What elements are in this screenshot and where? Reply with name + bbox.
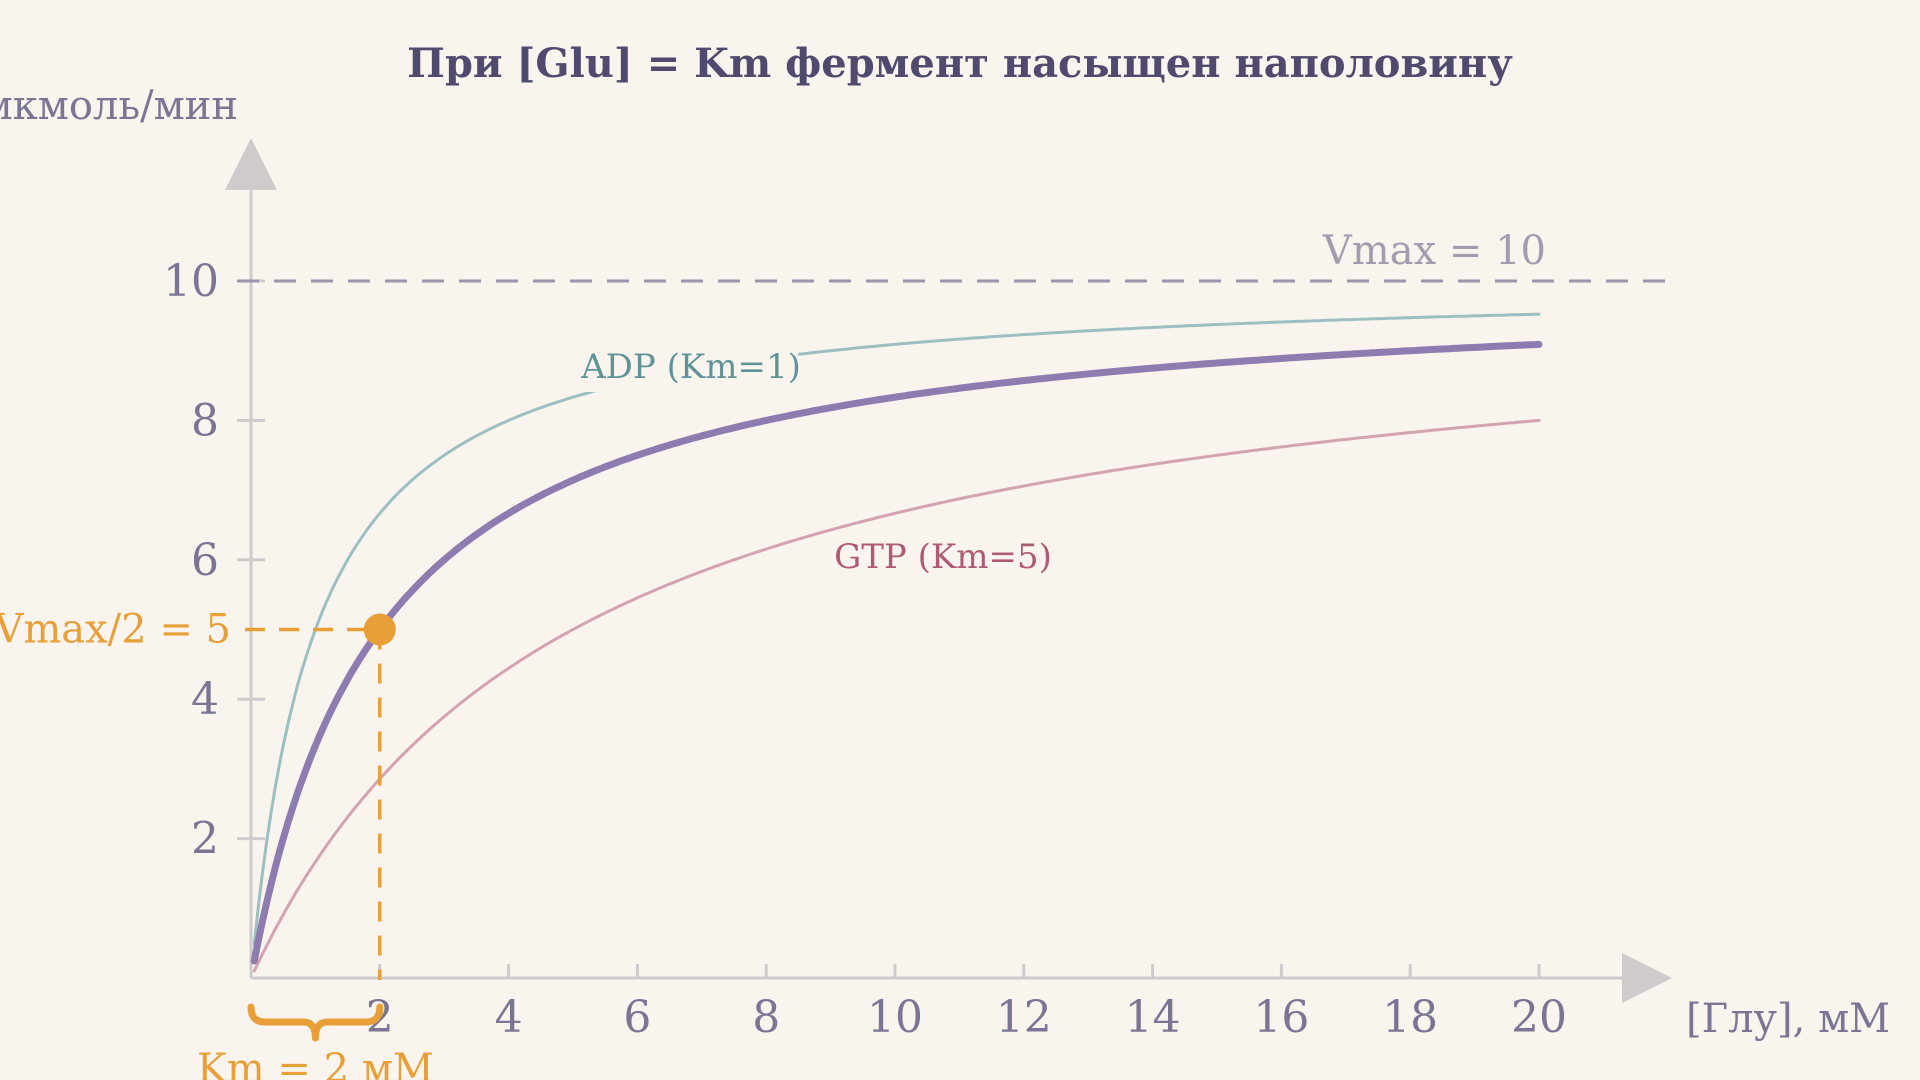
adp-label-background bbox=[584, 344, 798, 392]
x-axis-label: [Глу], мМ bbox=[1686, 996, 1890, 1042]
km-label: Km = 2 мМ bbox=[197, 1046, 434, 1080]
gtp-curve bbox=[252, 418, 1541, 973]
y-axis-arrow bbox=[225, 138, 277, 190]
x-axis-arrow bbox=[1622, 953, 1672, 1003]
x-tick-label: 4 bbox=[495, 992, 523, 1043]
x-tick-label: 14 bbox=[1125, 992, 1181, 1043]
x-tick-label: 12 bbox=[996, 992, 1052, 1043]
chart-title: При [Glu] = Km фермент насыщен наполовин… bbox=[407, 40, 1513, 87]
y-tick-label: 4 bbox=[191, 674, 219, 725]
y-tick-label: 10 bbox=[163, 256, 219, 307]
half-vmax-label: Vmax/2 = 5 bbox=[0, 607, 231, 653]
y-tick-label: 6 bbox=[191, 535, 219, 586]
x-tick-label: 6 bbox=[623, 992, 651, 1043]
y-tick-label: 2 bbox=[191, 814, 219, 865]
y-axis-label: мкмоль/мин bbox=[0, 83, 238, 129]
adp-series-label: ADP (Km=1) bbox=[580, 347, 801, 387]
vmax-label: Vmax = 10 bbox=[1322, 228, 1546, 274]
y-tick-label: 8 bbox=[191, 395, 219, 446]
gtp-series-label: GTP (Km=5) bbox=[834, 537, 1052, 577]
km-brace bbox=[247, 1003, 384, 1042]
x-tick-label: 8 bbox=[752, 992, 780, 1043]
x-tick-label: 20 bbox=[1511, 992, 1567, 1043]
main-curve bbox=[250, 340, 1543, 965]
x-tick-label: 18 bbox=[1382, 992, 1438, 1043]
x-tick-label: 10 bbox=[867, 992, 923, 1043]
adp-curve bbox=[252, 312, 1541, 947]
half-saturation-point bbox=[363, 613, 396, 646]
x-tick-label: 16 bbox=[1253, 992, 1309, 1043]
